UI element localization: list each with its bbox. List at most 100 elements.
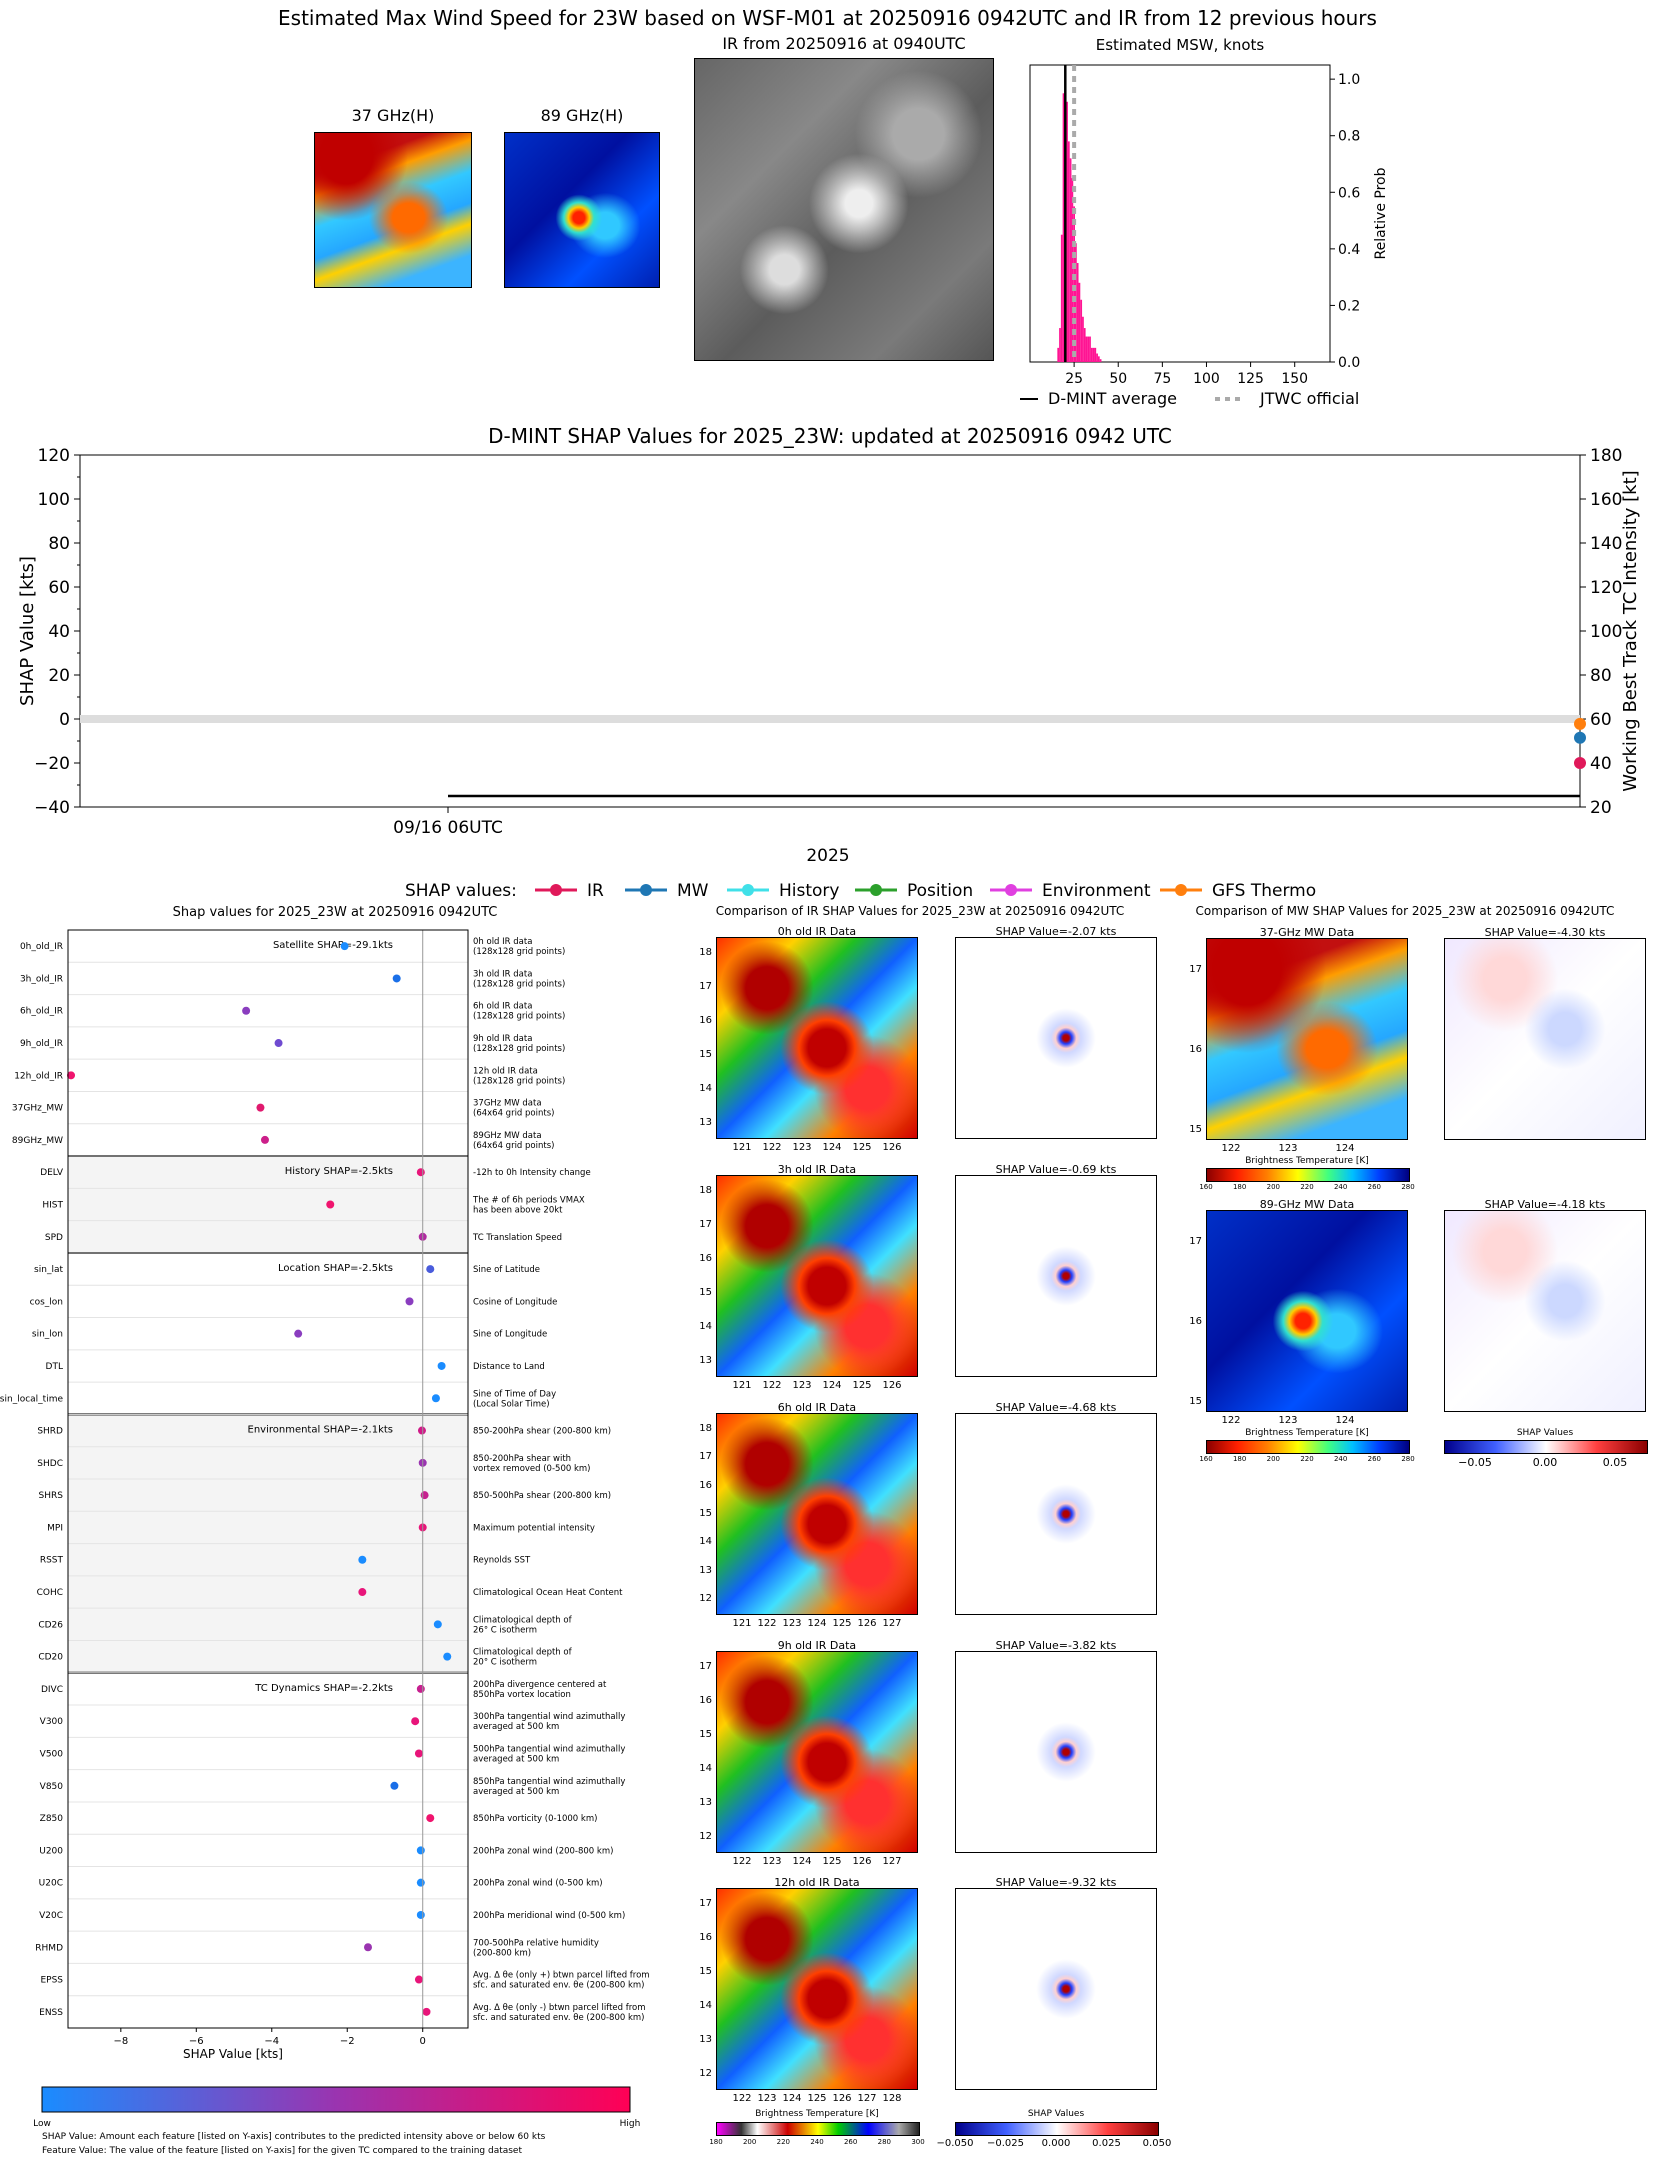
ir-title: IR from 20250916 at 0940UTC (722, 34, 966, 53)
ir-shap-image (955, 1175, 1157, 1377)
ir-ytick-label: 18 (699, 1185, 712, 1196)
feat-point (422, 2007, 431, 2016)
feat-row-desc: 850hPa tangential wind azimuthally (473, 1777, 625, 1787)
feat-row-name: CD26 (38, 1620, 63, 1630)
feat-row-desc: 850hPa vorticity (0-1000 km) (473, 1814, 597, 1824)
msw-bar (1096, 353, 1098, 362)
mw-panel-image (1206, 938, 1408, 1140)
ts-ylabel-left: SHAP Value [kts] (17, 556, 38, 706)
mw-colorbar-tick: 220 (1300, 1455, 1314, 1463)
feat-row-desc: Climatological depth of (473, 1648, 573, 1658)
ir-colorbar-tick: 240 (810, 2138, 824, 2146)
ts-point-ir (1574, 757, 1586, 769)
feat-row-name: HIST (42, 1201, 63, 1211)
ts-legend-label: MW (677, 881, 709, 901)
msw-bar (1092, 347, 1095, 362)
mw-colorbar-tick: 200 (1266, 1183, 1281, 1191)
msw-bar (1071, 178, 1074, 362)
ts-legend-marker (550, 884, 562, 896)
ir-shap-colorbar-tick: 0.025 (1092, 2138, 1121, 2149)
feat-row-desc: 200hPa zonal wind (0-500 km) (473, 1879, 603, 1889)
ir-shap-image (955, 1413, 1157, 1615)
feat-row-name: DELV (40, 1168, 64, 1178)
ir-xtick-label: 122 (762, 1380, 782, 1391)
mw37-image (314, 132, 472, 288)
msw-xtick-label: 75 (1153, 371, 1171, 387)
feat-row-desc: 200hPa divergence centered at (473, 1680, 607, 1690)
ir-shap-colorbar-tick: −0.025 (986, 2138, 1024, 2149)
feat-row-desc: 850hPa vortex location (473, 1690, 571, 1700)
ir-ytick-label: 12 (699, 1593, 712, 1604)
ir-shap-title: SHAP Value=-4.68 kts (995, 1401, 1117, 1414)
ir-ytick-label: 15 (699, 1508, 712, 1519)
ts-legend-title: SHAP values: (405, 881, 517, 901)
ir-xtick-label: 127 (882, 1856, 902, 1867)
ir-xtick-label: 124 (782, 2093, 802, 2104)
msw-xtick-label: 25 (1065, 371, 1083, 387)
feat-row-desc: vortex removed (0-500 km) (473, 1464, 590, 1474)
msw-ytick-label: 1.0 (1338, 72, 1360, 88)
mw-xtick-label: 124 (1335, 1415, 1355, 1426)
feat-row-desc: Reynolds SST (473, 1556, 531, 1566)
ts-ytick-left-label: 100 (38, 490, 70, 510)
ts-legend-label: IR (587, 881, 604, 901)
ir-shap-colorbar (955, 2122, 1159, 2136)
feat-row-name: 3h_old_IR (20, 974, 63, 984)
feat-point (416, 1878, 425, 1887)
feat-row-desc: (64x64 grid points) (473, 1141, 554, 1151)
ts-xtick-label: 09/16 06UTC (393, 818, 503, 838)
feat-row-desc: The # of 6h periods VMAX (472, 1196, 585, 1206)
ir-colorbar-tick: 300 (911, 2138, 925, 2146)
ir-colorbar-tick: 200 (742, 2138, 757, 2146)
ir-shap-image (955, 1888, 1157, 2090)
feat-point (433, 1620, 442, 1629)
feat-row-desc: Cosine of Longitude (473, 1297, 557, 1307)
feat-row-desc: Avg. Δ θe (only -) btwn parcel lifted fr… (473, 2003, 646, 2013)
ts-ytick-right-label: 180 (1590, 446, 1622, 466)
ir-panel-title: 6h old IR Data (777, 1401, 857, 1414)
feat-point (414, 1975, 423, 1984)
mw-xtick-label: 124 (1335, 1143, 1355, 1154)
ir-shap-title: SHAP Value=-2.07 kts (995, 925, 1117, 938)
ir-ytick-label: 13 (699, 1117, 712, 1128)
ir-shap-title: SHAP Value=-0.69 kts (995, 1163, 1117, 1176)
feat-group-bg (68, 930, 468, 1157)
ir-colorbar-tick: 180 (709, 2138, 723, 2146)
msw-xtick-label: 150 (1281, 371, 1308, 387)
feat-row-name: sin_lon (32, 1330, 63, 1340)
feat-row-desc: 26° C isotherm (473, 1625, 537, 1635)
ir-ytick-label: 15 (699, 1729, 712, 1740)
feat-row-desc: (128x128 grid points) (473, 979, 565, 989)
ir-xtick-label: 126 (832, 2093, 852, 2104)
ts-ytick-left-label: 0 (59, 710, 70, 730)
feat-row-desc: Climatological depth of (473, 1615, 573, 1625)
ir-xtick-label: 128 (882, 2093, 902, 2104)
ir-ytick-label: 16 (699, 1695, 712, 1706)
ir-colorbar (716, 2122, 920, 2136)
ir-xtick-label: 126 (852, 1856, 872, 1867)
feat-xtick-label: −6 (189, 2036, 204, 2047)
ir-xtick-label: 124 (822, 1380, 842, 1391)
ir-xtick-label: 125 (832, 1618, 852, 1629)
feat-row-name: V20C (39, 1911, 63, 1921)
feat-row-desc: Sine of Time of Day (473, 1389, 556, 1399)
msw-bar (1082, 316, 1084, 362)
feat-xtick-label: −2 (340, 2036, 355, 2047)
ts-ytick-left-label: 60 (48, 578, 70, 598)
feat-xlabel: SHAP Value [kts] (183, 2047, 283, 2061)
feat-row-desc: sfc. and saturated env. θe (200-800 km) (473, 1981, 645, 1991)
feat-row-desc: -12h to 0h Intensity change (473, 1168, 591, 1178)
mw-shap-colorbar-tick: 0.05 (1602, 1456, 1628, 1469)
msw-bar (1080, 299, 1083, 362)
feat-point (416, 1846, 425, 1855)
ir-ytick-label: 13 (699, 1564, 712, 1576)
ir-ytick-label: 14 (699, 2000, 712, 2011)
ts-legend-label: History (779, 881, 839, 901)
feat-plot-frame (67, 929, 469, 2029)
ts-xlabel: 2025 (806, 846, 849, 866)
ts-legend-marker (640, 884, 652, 896)
ir-xtick-label: 127 (857, 2093, 877, 2104)
ir-xtick-label: 122 (762, 1142, 782, 1153)
feat-colorbar (41, 2086, 631, 2113)
msw-bar (1062, 93, 1065, 363)
